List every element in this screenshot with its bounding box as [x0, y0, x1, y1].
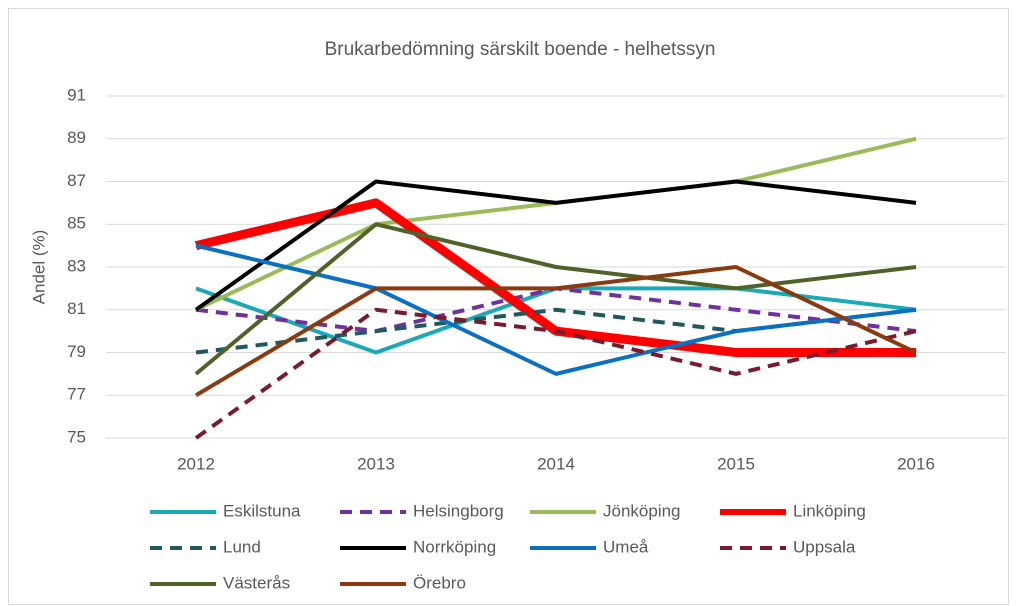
legend-label: Jönköping	[603, 501, 681, 520]
y-tick-label: 89	[67, 128, 86, 147]
legend-label: Umeå	[603, 537, 649, 556]
x-tick-label: 2015	[717, 454, 755, 473]
y-tick-label: 75	[67, 427, 86, 446]
chart-title: Brukarbedömning särskilt boende - helhet…	[325, 39, 716, 60]
y-tick-label: 87	[67, 171, 86, 190]
x-tick-label: 2014	[537, 454, 575, 473]
legend-label: Helsingborg	[413, 501, 504, 520]
y-tick-label: 77	[67, 385, 86, 404]
y-tick-label: 79	[67, 342, 86, 361]
x-tick-label: 2016	[897, 454, 935, 473]
series-line	[194, 179, 917, 312]
x-tick-label: 2013	[357, 454, 395, 473]
series-line	[194, 222, 917, 376]
series-line	[194, 307, 917, 440]
y-tick-label: 91	[67, 85, 86, 104]
legend-label: Eskilstuna	[223, 501, 301, 520]
legend-label: Örebro	[413, 573, 466, 592]
y-axis-label: Andel (%)	[29, 230, 48, 305]
y-tick-label: 81	[67, 299, 86, 318]
legend-label: Linköping	[793, 501, 866, 520]
y-tick-label: 85	[67, 214, 86, 233]
series-line	[194, 265, 917, 397]
legend-label: Lund	[223, 537, 261, 556]
x-tick-label: 2012	[177, 454, 215, 473]
y-tick-label: 83	[67, 256, 86, 275]
legend-label: Norrköping	[413, 537, 496, 556]
legend-label: Västerås	[223, 573, 290, 592]
legend-label: Uppsala	[793, 537, 856, 556]
